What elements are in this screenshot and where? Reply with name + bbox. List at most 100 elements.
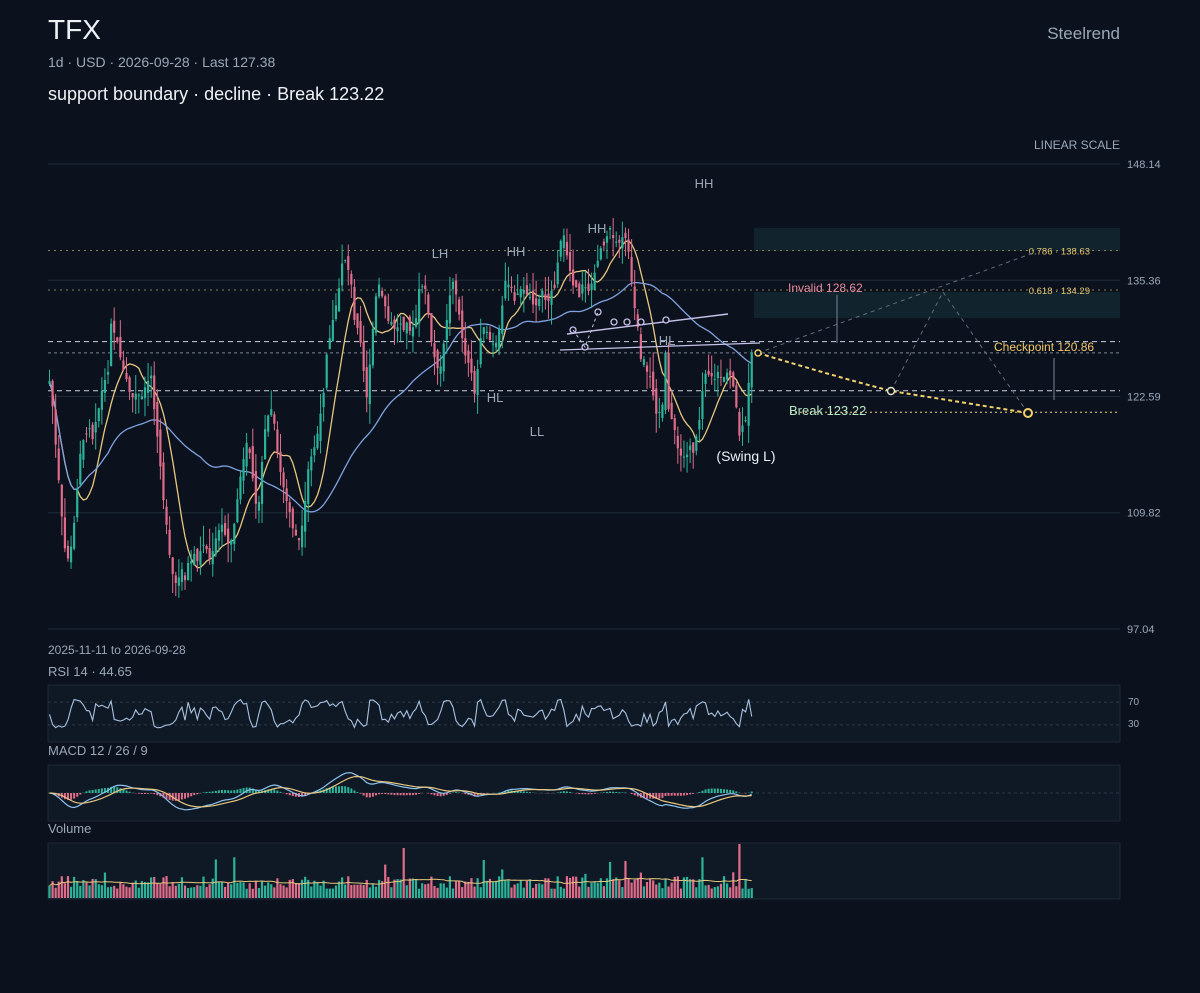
volume-bar — [599, 878, 602, 898]
candle-body — [430, 313, 433, 342]
rsi-line — [48, 698, 753, 729]
candle-body — [190, 561, 193, 564]
macd-histogram-bar — [430, 793, 433, 795]
candle-body — [479, 338, 482, 365]
volume-bar — [507, 879, 510, 898]
macd-histogram-bar — [88, 790, 91, 793]
volume-bar — [504, 879, 507, 898]
volume-bar — [682, 877, 686, 898]
volume-bar — [341, 877, 344, 898]
candle-body — [679, 448, 682, 456]
volume-bar — [667, 886, 670, 898]
volume-bar — [544, 878, 547, 898]
candle-body — [276, 429, 279, 452]
macd-histogram-bar — [190, 793, 193, 797]
volume-bar — [239, 882, 242, 898]
macd-histogram-bar — [565, 791, 568, 793]
candle-body — [162, 462, 165, 501]
projection-target-marker — [1023, 408, 1033, 418]
macd-histogram-bar — [180, 793, 183, 800]
candle-body — [384, 296, 387, 307]
fib-level-label: 0.786 · 138.63 — [1029, 247, 1090, 258]
candle-body — [738, 412, 741, 436]
volume-bar — [337, 881, 341, 898]
volume-bar — [168, 886, 171, 898]
candle-body — [408, 316, 411, 331]
macd-histogram-bar — [436, 793, 439, 797]
volume-bar — [251, 888, 254, 898]
candle-body — [297, 538, 301, 541]
candle-body — [621, 237, 624, 249]
macd-histogram-bar — [362, 793, 365, 796]
macd-indicator — [48, 772, 1120, 811]
volume-bar — [458, 880, 461, 898]
pattern-upper-line — [566, 313, 729, 335]
candle-body — [608, 228, 612, 230]
macd-histogram-bar — [288, 793, 291, 796]
macd-histogram-bar — [350, 788, 353, 793]
volume-average-line — [49, 877, 752, 887]
macd-histogram-bar — [633, 793, 636, 796]
candle-body — [495, 342, 498, 348]
macd-histogram-bar — [719, 788, 722, 793]
volume-bar — [528, 879, 532, 898]
candle-body — [174, 575, 177, 583]
volume-bar — [57, 881, 60, 898]
macd-histogram-bar — [208, 791, 211, 793]
macd-histogram-bar — [100, 788, 103, 793]
candle-body — [692, 442, 695, 453]
macd-histogram-bar — [359, 793, 362, 794]
volume-bar — [202, 876, 205, 898]
volume-bar — [60, 876, 63, 898]
candle-body — [377, 284, 381, 297]
candle-body — [113, 320, 116, 333]
candle-body — [655, 388, 658, 414]
candles — [48, 217, 753, 598]
candle-body — [649, 376, 652, 378]
volume-bar — [73, 876, 76, 898]
macd-histogram-bar — [227, 790, 230, 793]
candle-body — [664, 352, 667, 410]
volume-bar — [535, 883, 538, 898]
volume-bar — [297, 883, 301, 898]
volume-bar — [433, 885, 436, 898]
macd-histogram-bar — [85, 791, 88, 793]
macd-histogram-bar — [676, 793, 679, 796]
macd-histogram-bar — [328, 787, 331, 793]
macd-histogram-bar — [609, 791, 612, 793]
chart-annotations: LH HH HH HH HL HL LL (Swing L) Invalid 128.62 Che… — [432, 176, 1095, 464]
volume-bar — [174, 885, 177, 898]
volume-bar — [676, 876, 679, 898]
volume-bar — [402, 847, 405, 898]
volume-bar — [106, 887, 110, 898]
y-tick-label: 148.14 — [1127, 159, 1161, 171]
candle-body — [605, 236, 609, 243]
candle-body — [202, 544, 205, 546]
volume-bar — [328, 888, 331, 898]
volume-bar — [525, 880, 528, 898]
volume-bar — [371, 884, 374, 898]
volume-bar — [97, 884, 100, 898]
volume-bar — [103, 872, 107, 898]
volume-bar — [562, 888, 565, 898]
ticker-symbol: TFX — [48, 14, 101, 45]
volume-bar — [347, 876, 350, 898]
projection-mid-marker — [886, 386, 896, 396]
volume-bar — [159, 883, 162, 898]
candle-body — [525, 285, 528, 295]
macd-histogram-bar — [97, 788, 100, 793]
macd-histogram-bar — [245, 787, 248, 793]
volume-bar — [377, 879, 381, 898]
volume-bar — [294, 882, 297, 898]
projection-start-marker — [754, 349, 762, 357]
projection-line — [757, 352, 1029, 414]
macd-histogram-bar — [710, 788, 713, 793]
candle-body — [387, 306, 390, 321]
volume-bar — [670, 882, 673, 898]
macd-histogram-bar — [177, 793, 180, 801]
candle-body — [344, 259, 347, 261]
candle-body — [719, 376, 723, 378]
candle-body — [116, 337, 119, 342]
macd-histogram-bar — [66, 793, 69, 800]
volume-bar — [233, 857, 236, 898]
